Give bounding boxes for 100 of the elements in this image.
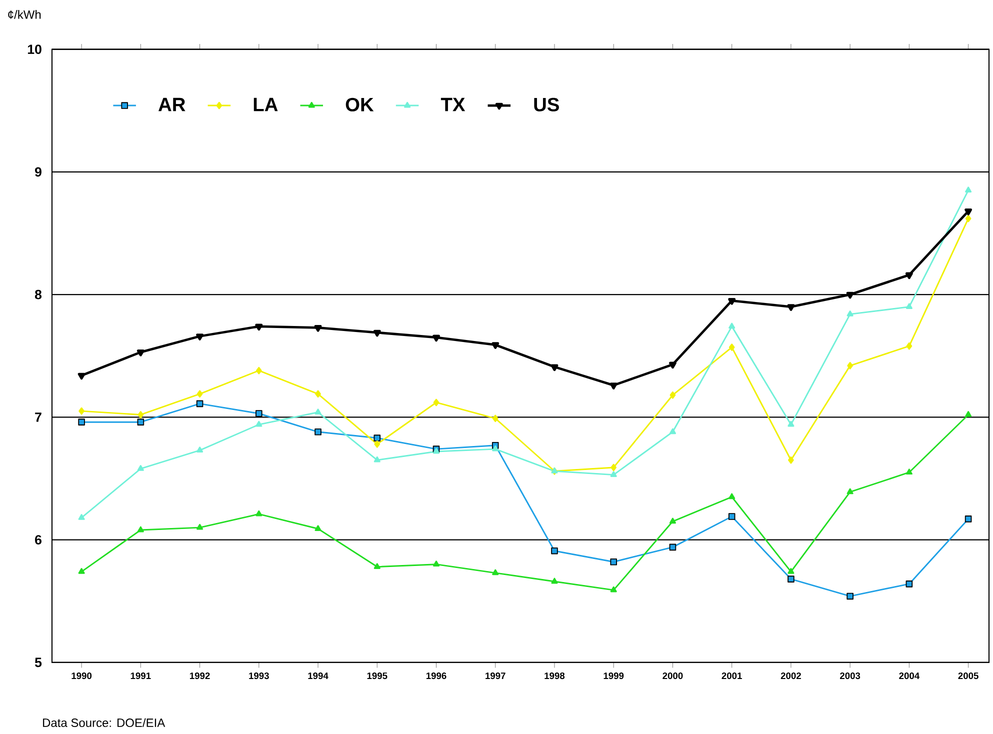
legend-label: OK bbox=[346, 98, 374, 112]
point bbox=[492, 445, 499, 452]
y-tick-label: 9 bbox=[34, 167, 42, 176]
point bbox=[847, 362, 854, 370]
point bbox=[374, 562, 380, 569]
point bbox=[374, 434, 381, 442]
point bbox=[256, 510, 262, 516]
legend-label: LA bbox=[254, 98, 278, 111]
x-tick-label: 1997 bbox=[486, 672, 506, 679]
point bbox=[728, 512, 736, 520]
point bbox=[78, 407, 84, 415]
y-tick-label: 10 bbox=[28, 44, 42, 54]
point bbox=[374, 440, 380, 448]
legend-label: TX bbox=[440, 98, 466, 111]
point bbox=[314, 324, 322, 332]
legend-label: US bbox=[534, 98, 559, 112]
point bbox=[137, 526, 144, 532]
x-tick-label: 2003 bbox=[840, 672, 860, 679]
x-tick-label: 1991 bbox=[130, 672, 151, 679]
x-tick-label: 2004 bbox=[899, 672, 920, 679]
point bbox=[669, 544, 676, 550]
x-tick-label: 1995 bbox=[367, 672, 388, 679]
point bbox=[256, 420, 262, 427]
x-tick-label: 1992 bbox=[190, 672, 210, 679]
x-tick-label: 1990 bbox=[72, 672, 92, 679]
y-tick-label: 8 bbox=[34, 290, 42, 300]
point bbox=[788, 456, 794, 464]
point bbox=[905, 272, 913, 279]
x-tick-label: 2000 bbox=[662, 672, 683, 679]
point bbox=[255, 410, 262, 417]
point bbox=[315, 390, 321, 398]
x-tick-label: 2005 bbox=[958, 672, 978, 679]
point bbox=[196, 333, 204, 340]
point bbox=[846, 292, 854, 298]
point bbox=[78, 514, 85, 520]
point bbox=[669, 518, 676, 524]
point bbox=[137, 464, 144, 471]
point bbox=[906, 468, 912, 474]
point bbox=[670, 391, 676, 399]
point bbox=[196, 524, 204, 530]
point bbox=[846, 488, 854, 494]
point bbox=[906, 342, 912, 350]
point bbox=[78, 372, 86, 380]
point bbox=[314, 524, 322, 531]
point bbox=[788, 420, 794, 427]
point bbox=[196, 400, 204, 407]
point bbox=[728, 322, 736, 328]
point bbox=[788, 575, 794, 582]
point bbox=[432, 560, 440, 566]
point bbox=[610, 470, 617, 477]
point bbox=[492, 414, 498, 422]
source-note: Data Source: DOE/EIA bbox=[43, 718, 166, 727]
point bbox=[551, 547, 558, 554]
point bbox=[965, 410, 972, 417]
point bbox=[728, 493, 736, 499]
y-axis-title: ¢/kWh bbox=[8, 10, 41, 19]
point bbox=[788, 568, 794, 574]
point bbox=[373, 330, 381, 336]
point bbox=[846, 592, 854, 600]
point bbox=[668, 362, 676, 368]
x-tick-label: 1998 bbox=[544, 672, 565, 679]
point bbox=[964, 208, 972, 216]
legend-label: AR bbox=[158, 98, 186, 111]
point bbox=[138, 410, 144, 418]
point bbox=[433, 398, 440, 406]
y-tick-label: 6 bbox=[35, 534, 42, 544]
point bbox=[610, 586, 617, 592]
point bbox=[492, 342, 500, 349]
point bbox=[550, 364, 558, 371]
point bbox=[432, 334, 440, 342]
point bbox=[906, 580, 913, 588]
point bbox=[196, 390, 203, 398]
point bbox=[846, 310, 854, 316]
point bbox=[314, 408, 322, 414]
point bbox=[906, 302, 912, 309]
point bbox=[610, 558, 618, 566]
point bbox=[255, 324, 263, 330]
point bbox=[964, 515, 972, 522]
point bbox=[137, 418, 144, 426]
y-tick-label: 7 bbox=[35, 412, 42, 422]
x-tick-label: 2001 bbox=[722, 672, 742, 679]
x-tick-label: 1996 bbox=[426, 672, 446, 679]
point bbox=[728, 343, 735, 351]
point bbox=[728, 298, 736, 305]
point bbox=[78, 418, 85, 426]
y-tick-label: 5 bbox=[34, 658, 42, 667]
point bbox=[551, 578, 558, 584]
point bbox=[492, 569, 499, 575]
point bbox=[256, 366, 262, 374]
x-tick-label: 1993 bbox=[249, 672, 269, 679]
point bbox=[136, 349, 144, 356]
point bbox=[787, 304, 795, 311]
point bbox=[610, 382, 618, 390]
x-tick-label: 2002 bbox=[780, 672, 801, 679]
point bbox=[432, 448, 440, 454]
point bbox=[610, 464, 617, 471]
point bbox=[196, 446, 204, 452]
point bbox=[669, 428, 676, 434]
x-tick-label: 1994 bbox=[308, 672, 328, 679]
point bbox=[78, 568, 85, 574]
